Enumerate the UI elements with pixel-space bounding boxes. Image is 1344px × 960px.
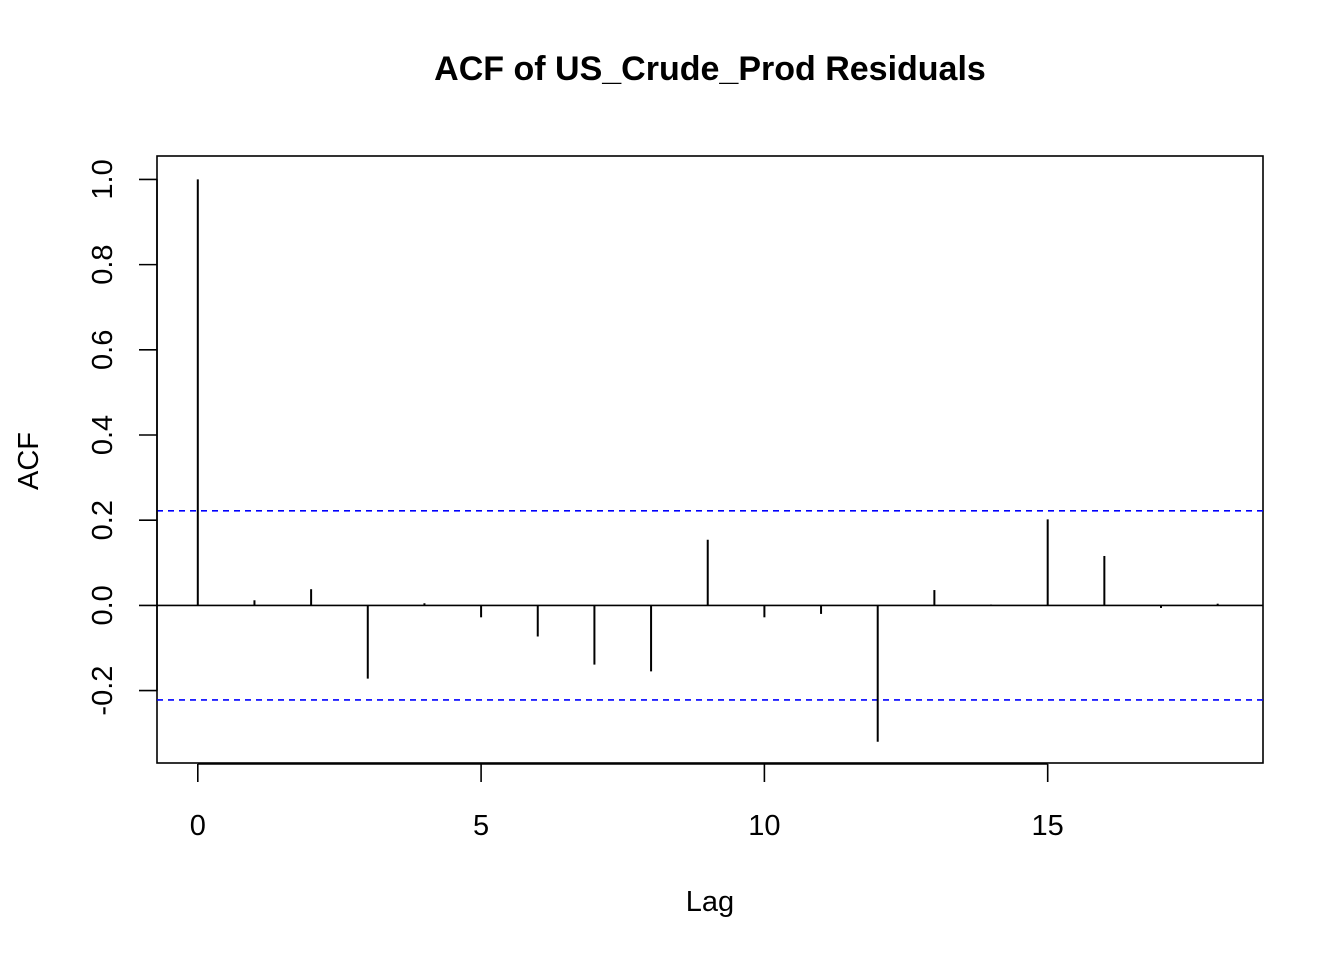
x-tick-label: 15 (1032, 810, 1064, 842)
y-axis-label: ACF (13, 432, 45, 490)
y-tick-label: -0.2 (87, 666, 119, 716)
y-axis: -0.2 0.0 0.2 0.4 0.6 0.8 1.0 (87, 159, 158, 716)
x-axis-label: Lag (686, 886, 734, 918)
y-tick-label: 0.4 (87, 415, 119, 455)
x-tick-label: 5 (473, 810, 489, 842)
y-tick-label: 0.2 (87, 500, 119, 540)
y-tick-label: 0.8 (87, 244, 119, 284)
chart-title: ACF of US_Crude_Prod Residuals (434, 50, 986, 88)
x-axis: 0 5 10 15 (190, 763, 1064, 842)
y-tick-label: 0.0 (87, 585, 119, 625)
y-tick-label: 0.6 (87, 330, 119, 370)
x-tick-label: 0 (190, 810, 206, 842)
plot-area (156, 155, 1264, 764)
x-tick-label: 10 (748, 810, 780, 842)
plot-frame (156, 155, 1264, 764)
y-tick-label: 1.0 (87, 159, 119, 199)
